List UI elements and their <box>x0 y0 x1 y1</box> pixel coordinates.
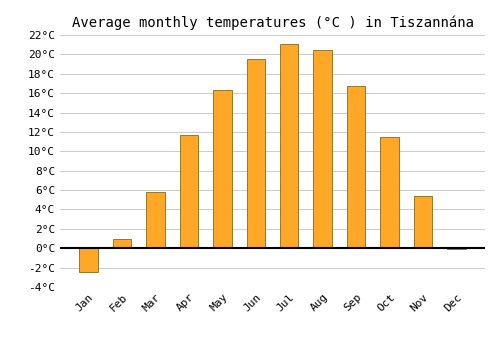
Bar <box>180 135 198 248</box>
Bar <box>314 50 332 248</box>
Bar <box>448 248 466 249</box>
Bar <box>213 90 232 248</box>
Bar <box>347 86 366 248</box>
Bar <box>280 44 298 248</box>
Title: Average monthly temperatures (°C ) in Tiszannána: Average monthly temperatures (°C ) in Ti… <box>72 15 473 30</box>
Bar <box>113 239 131 248</box>
Bar <box>246 59 265 248</box>
Bar <box>146 192 165 248</box>
Bar <box>380 137 399 248</box>
Bar <box>80 248 98 272</box>
Bar <box>414 196 432 248</box>
